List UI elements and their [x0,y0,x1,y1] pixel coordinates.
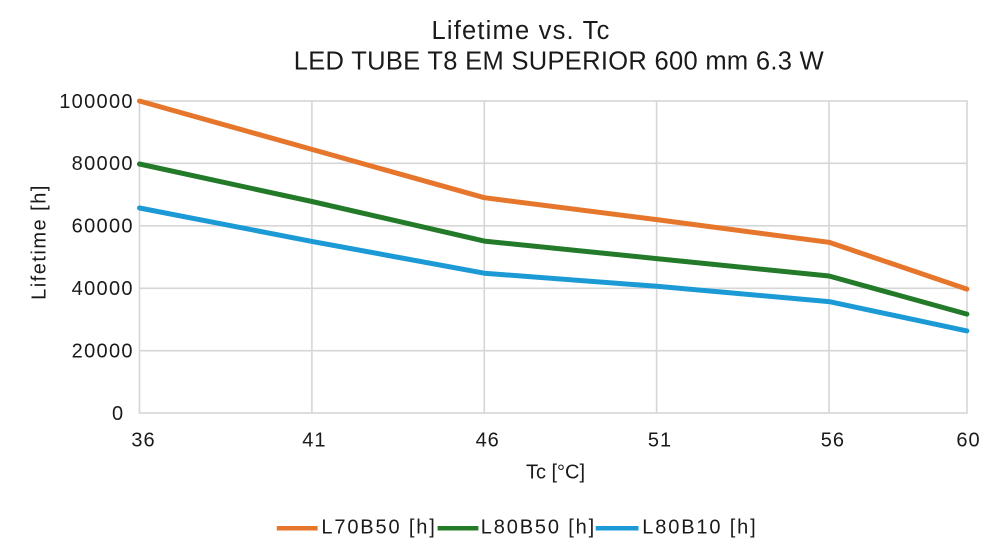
svg-text:80000: 80000 [72,153,134,175]
svg-text:56: 56 [821,430,845,452]
svg-text:LED TUBE T8 EM SUPERIOR 600 mm: LED TUBE T8 EM SUPERIOR 600 mm 6.3 W [294,48,824,76]
svg-text:60: 60 [956,430,980,452]
svg-text:L70B50 [h]: L70B50 [h] [321,516,436,538]
svg-text:36: 36 [131,430,155,452]
svg-text:L80B50 [h]: L80B50 [h] [481,516,596,538]
svg-text:Lifetime [h]: Lifetime [h] [28,184,50,300]
svg-text:40000: 40000 [72,278,134,300]
svg-text:41: 41 [302,430,326,452]
svg-text:46: 46 [476,430,500,452]
svg-text:51: 51 [648,430,672,452]
svg-text:L80B10 [h]: L80B10 [h] [642,516,757,538]
svg-text:Tc [°C]: Tc [°C] [526,461,585,483]
svg-text:Lifetime vs. Tc: Lifetime vs. Tc [431,17,610,45]
svg-text:100000: 100000 [59,91,134,113]
svg-text:0: 0 [112,403,124,425]
svg-text:20000: 20000 [72,341,134,363]
svg-text:60000: 60000 [72,216,134,238]
